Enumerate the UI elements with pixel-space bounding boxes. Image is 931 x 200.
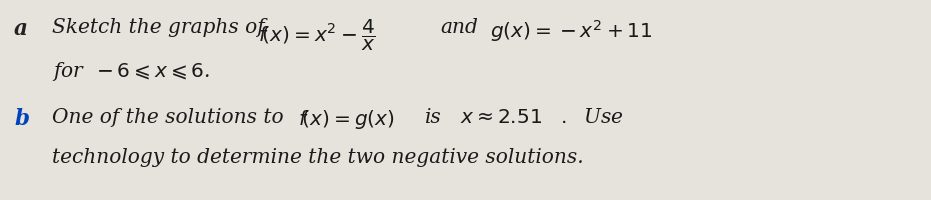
Text: $f\!(x) = g(x)$: $f\!(x) = g(x)$ [298,108,395,131]
Text: $f\!(x) = x^2 - \dfrac{4}{x}$: $f\!(x) = x^2 - \dfrac{4}{x}$ [258,18,376,53]
Text: technology to determine the two negative solutions.: technology to determine the two negative… [52,148,584,167]
Text: $.\ \ $Use: $.\ \ $Use [560,108,624,127]
Text: for $\,-6 \leqslant x \leqslant 6$.: for $\,-6 \leqslant x \leqslant 6$. [52,60,210,83]
Text: and: and [440,18,478,37]
Text: $x \approx 2.51$: $x \approx 2.51$ [460,108,542,127]
Text: is: is [425,108,441,127]
Text: One of the solutions to: One of the solutions to [52,108,284,127]
Text: $g(x) = -x^2 + 11$: $g(x) = -x^2 + 11$ [490,18,653,44]
Text: b: b [14,108,29,130]
Text: Sketch the graphs of: Sketch the graphs of [52,18,264,37]
Text: a: a [14,18,28,40]
